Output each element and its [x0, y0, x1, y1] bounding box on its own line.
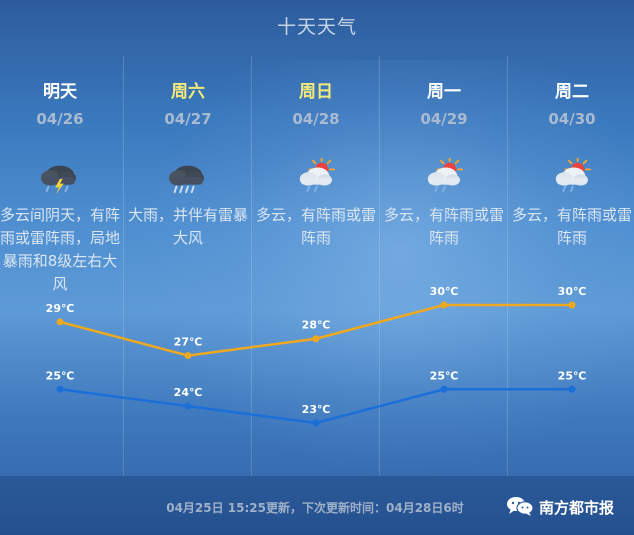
day-name: 明天	[43, 82, 77, 102]
low-temp-point	[184, 402, 192, 410]
low-temp-point	[440, 385, 448, 393]
low-temp-label: 25℃	[558, 369, 587, 382]
low-temp-label: 25℃	[430, 369, 459, 382]
low-temp-point	[568, 385, 576, 393]
low-temp-point	[312, 419, 320, 427]
low-temp-label: 25℃	[46, 369, 75, 382]
day-date: 04/30	[548, 110, 596, 128]
wechat-icon	[507, 497, 534, 516]
column-divider	[251, 56, 252, 476]
weather-description: 多云，有阵雨或雷阵雨	[383, 206, 504, 247]
high-temp-label: 27℃	[174, 336, 203, 349]
high-temp-point	[56, 318, 64, 326]
temperature-chart: 29℃ 27℃ 28℃ 30℃ 30℃ 25℃ 24℃ 23℃ 25℃ 25℃	[46, 285, 587, 427]
day-date: 04/28	[292, 110, 340, 128]
weather-description: 多云，有阵雨或雷阵雨	[255, 206, 376, 247]
high-temp-label: 28℃	[302, 319, 331, 332]
forecast-day-3: 周日 04/28 多云，有阵雨或雷阵雨	[252, 0, 380, 476]
sun-cloud-rain-icon	[292, 156, 336, 196]
forecast-day-4: 周一 04/29 多云，有阵雨或雷阵雨	[380, 0, 508, 476]
day-date: 04/29	[420, 110, 468, 128]
weather-description: 大雨，并伴有雷暴大风	[127, 206, 248, 247]
day-name: 周二	[555, 82, 589, 102]
high-temp-label: 29℃	[46, 302, 75, 315]
weather-description: 多云间阴天，有阵雨或雷阵雨，局地暴雨和8级左右大风	[0, 206, 120, 293]
forecast-day-5: 周二 04/30 多云，有阵雨或雷阵雨	[508, 0, 634, 476]
high-temp-point	[312, 335, 320, 343]
high-temp-point	[440, 301, 448, 309]
high-temp-point	[568, 301, 576, 309]
weather-description: 多云，有阵雨或雷阵雨	[511, 206, 632, 247]
low-temp-label: 24℃	[174, 386, 203, 399]
column-divider	[379, 56, 380, 476]
day-name: 周一	[427, 82, 461, 102]
thunderstorm-icon	[36, 158, 80, 196]
page-title: 十天天气	[276, 16, 357, 38]
forecast-day-2: 周六 04/27 大雨，并伴有雷暴大风	[124, 0, 252, 476]
high-temp-label: 30℃	[430, 285, 459, 298]
heavy-rain-icon	[164, 158, 208, 196]
brand-name: 南方都市报	[539, 499, 615, 517]
forecast-day-1: 明天 04/26 多云间阴天，有阵雨或雷阵雨，局地暴雨和8级左右大风	[0, 0, 124, 476]
day-date: 04/27	[164, 110, 212, 128]
day-name: 周六	[171, 82, 205, 102]
update-note: 04月25日 15:25更新，下次更新时间：04月28日6时	[166, 501, 464, 515]
high-temp-point	[184, 352, 192, 360]
sun-cloud-rain-icon	[420, 156, 464, 196]
column-divider	[507, 56, 508, 476]
sun-cloud-rain-icon	[548, 156, 592, 196]
low-temp-label: 23℃	[302, 403, 331, 416]
high-temp-label: 30℃	[558, 285, 587, 298]
column-divider	[123, 56, 124, 476]
low-temp-point	[56, 385, 64, 393]
day-date: 04/26	[36, 110, 84, 128]
day-name: 周日	[299, 82, 333, 102]
